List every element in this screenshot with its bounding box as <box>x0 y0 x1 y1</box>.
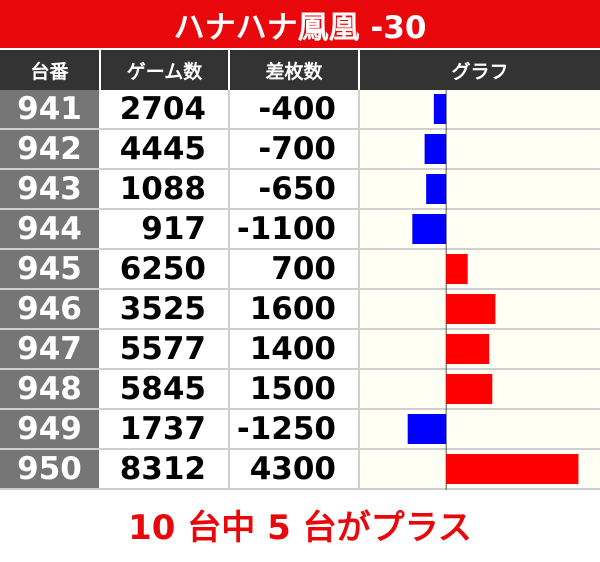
bar-944 <box>412 214 447 244</box>
game-count: 1737 <box>101 410 230 448</box>
coin-difference: 1400 <box>230 330 360 368</box>
machine-number: 942 <box>0 130 101 168</box>
machine-number: 945 <box>0 250 101 288</box>
game-count: 2704 <box>101 90 230 128</box>
game-count: 8312 <box>101 450 230 488</box>
bar-947 <box>446 334 490 364</box>
graph-cell <box>360 250 600 288</box>
table-row: 944 917 -1100 <box>0 210 600 250</box>
table-row: 945 6250 700 <box>0 250 600 290</box>
machine-number: 943 <box>0 170 101 208</box>
game-count: 1088 <box>101 170 230 208</box>
table-row: 949 1737 -1250 <box>0 410 600 450</box>
bar-chart <box>407 90 579 490</box>
table-header: 台番 ゲーム数 差枚数 グラフ <box>0 50 600 90</box>
machine-number: 944 <box>0 210 101 248</box>
header-graph: グラフ <box>451 60 509 83</box>
coin-difference: 1500 <box>230 370 360 408</box>
game-count: 5845 <box>101 370 230 408</box>
graph-cell <box>360 130 600 168</box>
coin-difference: -400 <box>230 90 360 128</box>
machine-number: 948 <box>0 370 101 408</box>
table-row: 943 1088 -650 <box>0 170 600 210</box>
coin-difference: -1250 <box>230 410 360 448</box>
header-game-count: ゲーム数 <box>101 50 230 90</box>
header-coin-difference: 差枚数 <box>230 50 360 90</box>
coin-difference: -1100 <box>230 210 360 248</box>
game-count: 4445 <box>101 130 230 168</box>
game-count: 3525 <box>101 290 230 328</box>
coin-difference: 1600 <box>230 290 360 328</box>
machine-number: 950 <box>0 450 101 488</box>
page-title: ハナハナ鳳凰 -30 <box>0 0 600 50</box>
bar-946 <box>446 294 496 324</box>
graph-cell <box>360 90 600 128</box>
coin-difference: -650 <box>230 170 360 208</box>
machine-number: 941 <box>0 90 101 128</box>
coin-difference: 4300 <box>230 450 360 488</box>
bar-948 <box>446 374 493 404</box>
coin-difference: 700 <box>230 250 360 288</box>
machine-number: 947 <box>0 330 101 368</box>
header-machine-number: 台番 <box>0 50 101 90</box>
bar-945 <box>446 254 468 284</box>
machine-number: 949 <box>0 410 101 448</box>
game-count: 6250 <box>101 250 230 288</box>
game-count: 5577 <box>101 330 230 368</box>
bar-943 <box>426 174 447 204</box>
table-row: 941 2704 -400 <box>0 90 600 130</box>
table-row: 942 4445 -700 <box>0 130 600 170</box>
bar-950 <box>446 454 579 484</box>
bar-942 <box>424 134 447 164</box>
graph-cell <box>360 410 600 448</box>
graph-cell <box>360 170 600 208</box>
summary-text: 10 台中 5 台がプラス <box>128 507 472 548</box>
coin-difference: -700 <box>230 130 360 168</box>
bar-949 <box>407 414 447 444</box>
bar-941 <box>433 94 447 124</box>
graph-cell <box>360 210 600 248</box>
game-count: 917 <box>101 210 230 248</box>
machine-number: 946 <box>0 290 101 328</box>
